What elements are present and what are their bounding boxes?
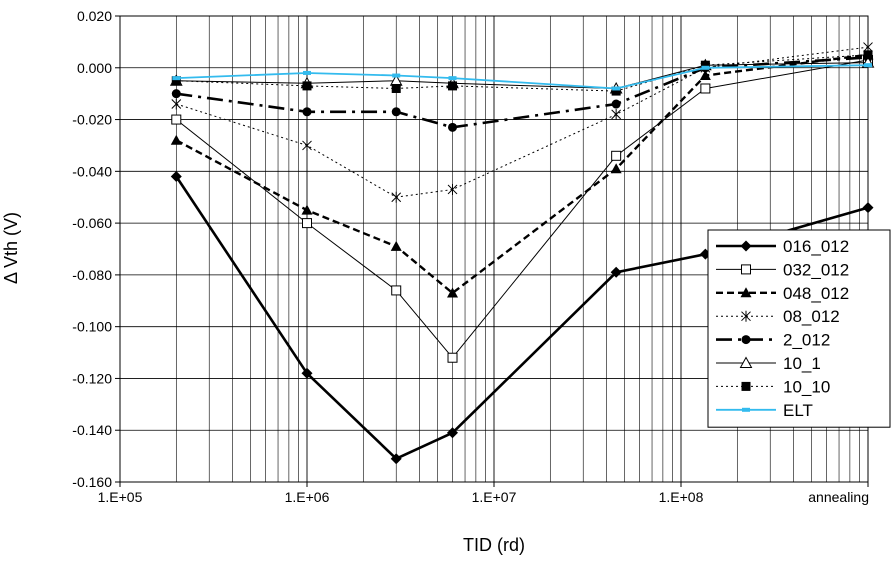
y-tick-label: -0.080 xyxy=(72,267,112,283)
data-point xyxy=(301,204,313,215)
legend-marker xyxy=(741,264,751,275)
x-tick-label: 1.E+06 xyxy=(285,489,330,505)
data-point xyxy=(862,202,874,214)
data-point xyxy=(612,86,621,91)
data-point xyxy=(863,50,873,60)
data-point xyxy=(390,240,402,251)
data-point xyxy=(448,76,457,81)
series-048_012 xyxy=(170,49,874,298)
x-tick-label: 1.E+07 xyxy=(472,489,517,505)
data-point xyxy=(611,99,621,109)
data-point xyxy=(171,76,181,86)
data-point xyxy=(172,76,181,81)
legend-box xyxy=(707,229,891,428)
legend-label: 032_012 xyxy=(783,260,849,279)
data-point xyxy=(701,65,710,70)
data-point xyxy=(699,70,711,81)
legend-entry: ELT xyxy=(716,401,813,420)
legend-entry: 10_10 xyxy=(716,377,830,396)
data-point xyxy=(170,171,182,183)
legend-label: 10_10 xyxy=(783,377,830,396)
legend-entry: 048_012 xyxy=(716,284,849,303)
data-point xyxy=(303,70,311,75)
data-point xyxy=(301,367,313,379)
legend-entry: 032_012 xyxy=(716,260,849,279)
legend-entry: 016_012 xyxy=(716,237,849,256)
legend-marker xyxy=(739,356,753,368)
legend-marker xyxy=(741,381,751,391)
legend-entry: 10_1 xyxy=(716,354,821,373)
legend-label: 048_012 xyxy=(783,284,849,303)
y-tick-label: -0.160 xyxy=(72,474,112,490)
data-point xyxy=(611,86,621,96)
data-point xyxy=(302,81,312,91)
data-point xyxy=(302,107,312,117)
y-tick-label: -0.040 xyxy=(72,163,112,179)
data-point xyxy=(302,218,312,229)
data-point xyxy=(391,83,401,93)
y-tick-label: -0.020 xyxy=(72,112,112,128)
legend: 016_012 032_012 048_012 08_012 2_012 10_1 10_1… xyxy=(707,229,891,428)
data-point xyxy=(391,107,401,117)
data-point xyxy=(171,89,181,99)
legend-marker xyxy=(740,287,752,298)
series-08_012 xyxy=(171,41,873,203)
data-point xyxy=(611,108,622,120)
data-point xyxy=(447,287,459,298)
tick-labels: 0.020 0.000 -0.020 -0.040 -0.060 -0.080 -0.100… xyxy=(72,8,869,505)
legend-entry: 08_012 xyxy=(716,307,840,326)
legend-marker xyxy=(741,335,751,345)
data-point xyxy=(391,285,402,296)
legend-label: 10_1 xyxy=(783,354,821,373)
data-point xyxy=(700,60,710,70)
data-point xyxy=(447,427,459,439)
legend-entry: 2_012 xyxy=(716,331,830,350)
y-tick-label: -0.060 xyxy=(72,215,112,231)
data-point xyxy=(391,191,402,203)
y-axis-title: Δ Vth (V) xyxy=(1,212,21,284)
x-tick-label: 1.E+08 xyxy=(659,489,704,505)
legend-label: ELT xyxy=(783,401,813,420)
y-tick-label: -0.140 xyxy=(72,422,112,438)
data-point xyxy=(447,352,458,363)
data-point xyxy=(448,81,458,91)
series-10_10 xyxy=(171,50,873,96)
data-point xyxy=(864,63,872,68)
series-ELT xyxy=(172,63,872,91)
y-tick-label: -0.100 xyxy=(72,319,112,335)
data-point xyxy=(610,163,622,174)
y-tick-label: 0.000 xyxy=(77,60,112,76)
data-point xyxy=(171,114,182,125)
x-tick-label: annealing xyxy=(808,489,869,505)
data-point xyxy=(610,266,622,278)
data-point xyxy=(392,73,401,78)
data-point xyxy=(171,98,182,110)
data-point xyxy=(447,183,458,195)
x-tick-label: 1.E+05 xyxy=(98,489,143,505)
y-tick-label: 0.020 xyxy=(77,8,112,24)
data-point xyxy=(390,453,402,465)
y-tick-label: -0.120 xyxy=(72,370,112,386)
legend-label: 2_012 xyxy=(783,331,830,350)
data-point xyxy=(170,134,182,145)
legend-marker xyxy=(740,240,752,252)
data-point xyxy=(302,139,312,151)
x-axis-title: TID (rd) xyxy=(463,535,525,555)
data-point xyxy=(611,150,622,161)
legend-label: 016_012 xyxy=(783,237,849,256)
data-point xyxy=(448,122,458,132)
legend-marker xyxy=(742,407,750,412)
legend-label: 08_012 xyxy=(783,307,840,326)
data-point xyxy=(700,83,711,94)
legend-marker xyxy=(741,310,751,322)
